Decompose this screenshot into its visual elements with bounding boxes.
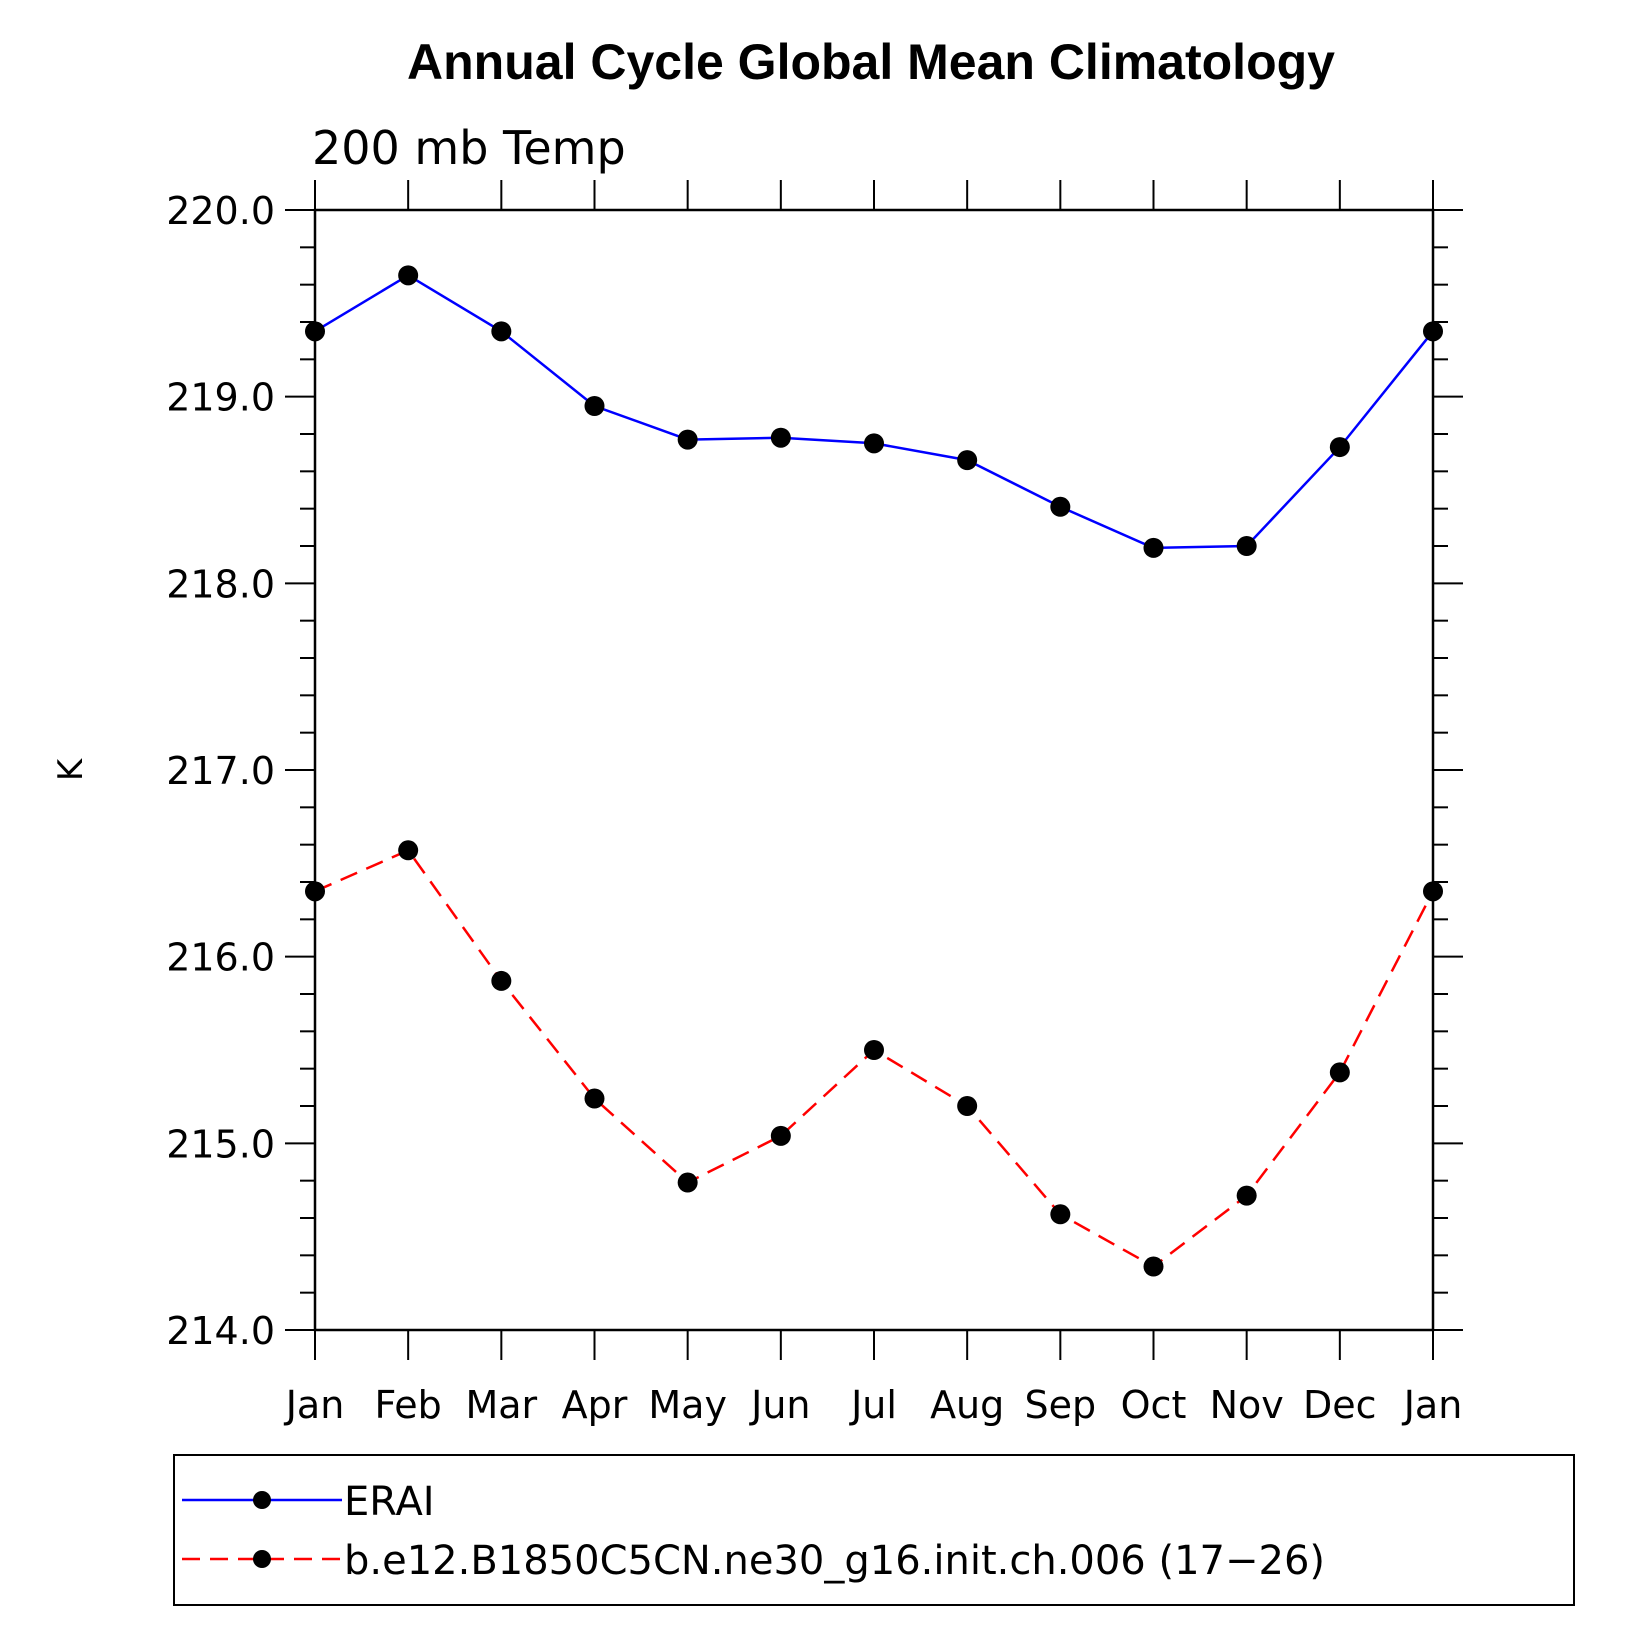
series-1-point <box>1143 1256 1164 1277</box>
series-0-point <box>1329 437 1350 458</box>
legend: ERAI b.e12.B1850C5CN.ne30_g16.init.ch.00… <box>173 1454 1575 1606</box>
legend-label-erai: ERAI <box>344 1479 435 1525</box>
legend-box <box>173 1454 1575 1606</box>
series-1-point <box>677 1172 698 1193</box>
x-tick-label: Oct <box>1121 1383 1187 1427</box>
y-tick-label: 217.0 <box>166 749 275 793</box>
series-0-point <box>1143 537 1164 558</box>
x-tick-labels: Jan Feb Mar Apr May Jun Jul Aug Sep Oct Nov Dec Jan <box>284 1383 1463 1427</box>
series-0-point <box>491 321 512 342</box>
plot-frame <box>313 208 1435 1332</box>
series-1-point <box>1423 881 1443 902</box>
series-1-point <box>398 840 419 861</box>
x-tick-label: Jan <box>284 1383 345 1427</box>
y-tick-label: 220.0 <box>166 189 275 233</box>
y-tick-label: 214.0 <box>166 1309 275 1353</box>
x-tick-label: Jan <box>1402 1383 1463 1427</box>
series-1-point <box>491 970 512 991</box>
series-0-point <box>1236 536 1257 556</box>
series-1-point <box>864 1040 884 1060</box>
x-tick-label: Aug <box>930 1383 1004 1427</box>
series-0-point <box>1423 321 1443 342</box>
series-1-point <box>1329 1062 1350 1083</box>
chart-title: Annual Cycle Global Mean Climatology <box>407 34 1335 90</box>
x-tick-label: Mar <box>465 1383 537 1427</box>
legend-marker-erai <box>253 1491 271 1509</box>
series-1-point <box>305 881 325 902</box>
x-tick-label: May <box>648 1383 727 1427</box>
series-1-point <box>1236 1185 1257 1206</box>
series-0-point <box>398 265 419 286</box>
x-tick-label: Feb <box>375 1383 442 1427</box>
x-tick-label: Nov <box>1210 1383 1284 1427</box>
series-1-point <box>1050 1204 1071 1225</box>
y-axis-label: K <box>51 757 91 781</box>
x-tick-label: Dec <box>1303 1383 1377 1427</box>
series-0-point <box>677 429 698 450</box>
y-tick-label: 215.0 <box>166 1122 275 1166</box>
series-1-point <box>770 1125 791 1146</box>
legend-marker-model <box>253 1550 271 1568</box>
legend-label-model: b.e12.B1850C5CN.ne30_g16.init.ch.006 (17… <box>344 1538 1325 1584</box>
axis-ticks <box>285 180 1463 1360</box>
x-tick-label: Jun <box>749 1383 810 1427</box>
series-0-point <box>770 427 791 448</box>
x-tick-label: Jul <box>849 1383 897 1427</box>
series-1-point <box>957 1096 978 1116</box>
y-tick-label: 218.0 <box>166 562 275 606</box>
series-line-0 <box>314 273 1434 550</box>
chart-subtitle: 200 mb Temp <box>312 121 626 175</box>
y-tick-label: 219.0 <box>166 376 275 420</box>
series-0-point <box>1050 496 1071 517</box>
series-0-point <box>584 396 605 416</box>
series-0-point <box>305 321 325 342</box>
series-1-point <box>584 1088 605 1109</box>
x-tick-label: Apr <box>562 1383 628 1427</box>
x-tick-label: Sep <box>1025 1383 1097 1427</box>
series-0-point <box>864 433 884 454</box>
series-layer <box>305 265 1443 1277</box>
y-tick-label: 216.0 <box>166 936 275 980</box>
y-tick-labels: 214.0 215.0 216.0 217.0 218.0 219.0 220.0 <box>166 189 275 1353</box>
series-0-point <box>957 450 978 471</box>
